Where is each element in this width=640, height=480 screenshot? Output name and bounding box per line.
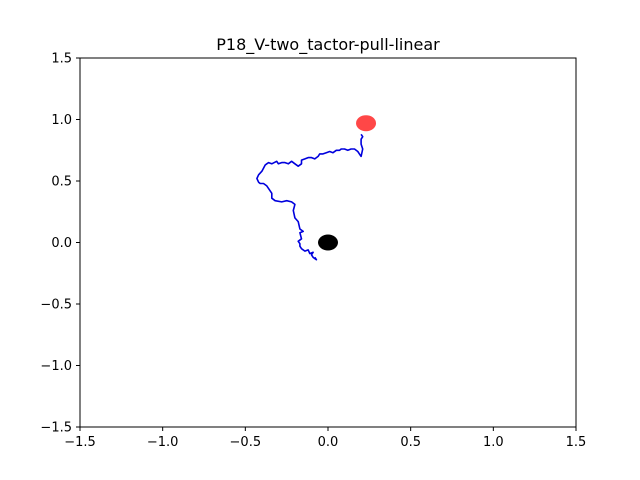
- x-axis: −1.5 −1.0 −0.5 0.0 0.5 1.0 1.5: [64, 427, 586, 450]
- trajectory-line: [256, 133, 364, 261]
- y-axis: −1.5 −1.0 −0.5 0.0 0.5 1.0 1.5: [40, 52, 80, 436]
- y-tick-label: 1.5: [51, 52, 72, 67]
- y-tick-label: −1.5: [40, 421, 72, 436]
- target-marker: [356, 115, 377, 132]
- x-tick-label: −1.5: [64, 435, 96, 450]
- y-tick-label: 0.5: [51, 175, 72, 190]
- x-tick-label: −1.0: [147, 435, 179, 450]
- x-tick-label: 1.0: [483, 435, 504, 450]
- y-tick-label: −1.0: [40, 359, 72, 374]
- y-tick-label: 1.0: [51, 113, 72, 128]
- x-tick-label: 0.5: [400, 435, 421, 450]
- x-tick-label: 0.0: [318, 435, 339, 450]
- plot-area: [256, 115, 377, 261]
- x-tick-label: 1.5: [566, 435, 587, 450]
- x-tick-label: −0.5: [230, 435, 262, 450]
- y-tick-label: −0.5: [40, 298, 72, 313]
- start-marker: [318, 234, 338, 251]
- chart-title: P18_V-two_tactor-pull-linear: [216, 35, 440, 55]
- y-tick-label: 0.0: [51, 236, 72, 251]
